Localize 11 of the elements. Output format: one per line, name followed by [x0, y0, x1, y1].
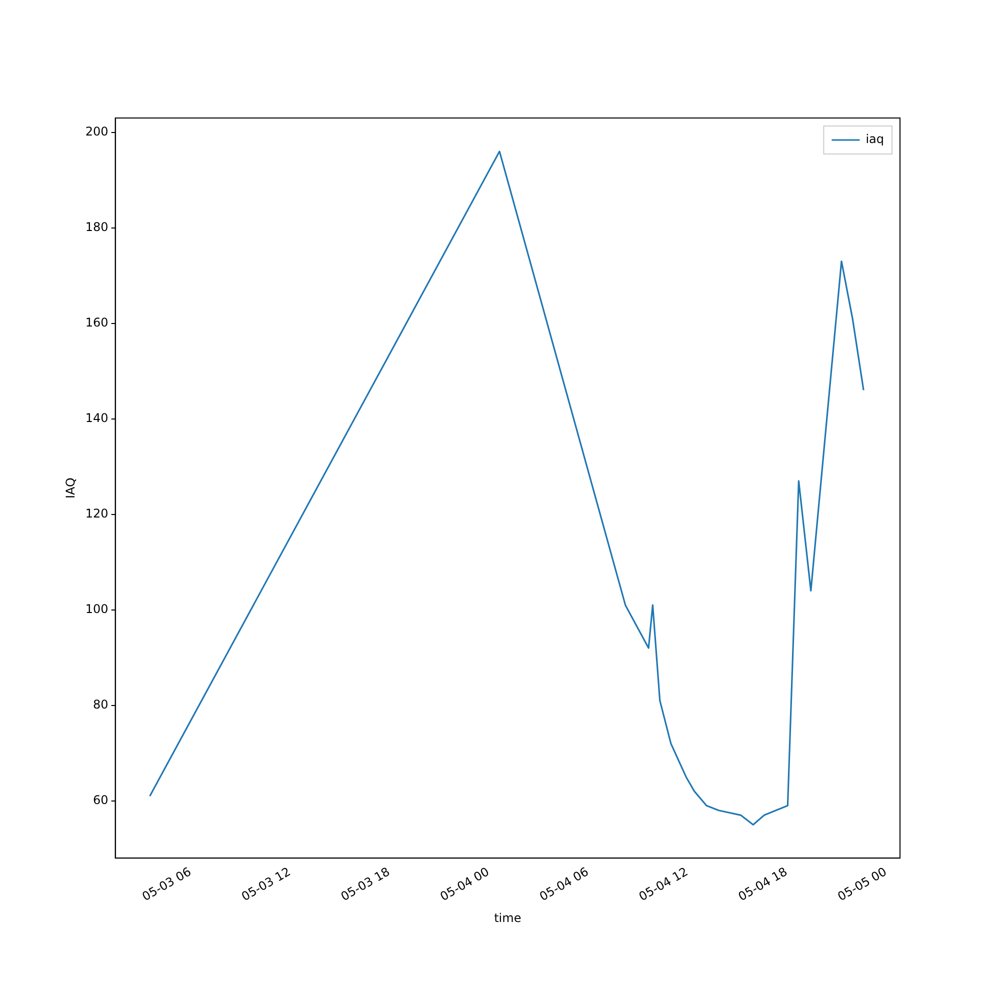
- y-tick-label: 120: [85, 506, 108, 520]
- y-tick-label: 180: [85, 220, 108, 234]
- x-axis-title: time: [494, 910, 522, 925]
- y-tick-label: 200: [85, 124, 108, 138]
- y-tick-label: 160: [85, 315, 108, 330]
- y-tick-label: 80: [93, 697, 108, 712]
- y-axis-title: IAQ: [63, 478, 78, 499]
- legend-label: iaq: [866, 132, 884, 146]
- y-tick-label: 60: [93, 792, 108, 807]
- y-tick-label: 140: [85, 410, 108, 425]
- y-tick-label: 100: [85, 602, 108, 616]
